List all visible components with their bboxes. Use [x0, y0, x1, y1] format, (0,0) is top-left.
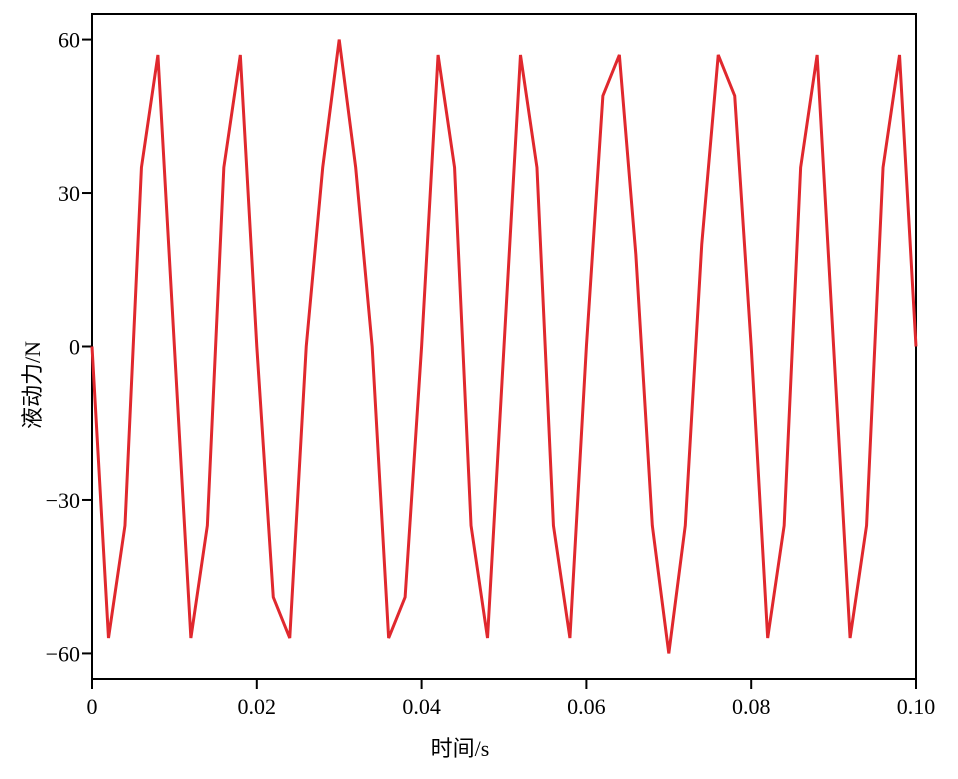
y-tick-label: 60 [58, 28, 80, 53]
x-tick-label: 0.08 [732, 694, 771, 719]
y-axis-title: 液动力/N [20, 341, 45, 429]
x-tick-label: 0 [87, 694, 98, 719]
x-tick-label: 0.10 [897, 694, 936, 719]
x-axis-title: 时间/s [431, 736, 490, 761]
x-tick-label: 0.02 [238, 694, 277, 719]
x-tick-label: 0.06 [567, 694, 606, 719]
data-line [90, 39, 918, 654]
y-tick-label: 0 [69, 335, 80, 360]
y-tick-label: −30 [46, 488, 80, 513]
x-tick-label: 0.04 [402, 694, 441, 719]
y-tick-label: −60 [46, 641, 80, 666]
y-tick-label: 30 [58, 181, 80, 206]
